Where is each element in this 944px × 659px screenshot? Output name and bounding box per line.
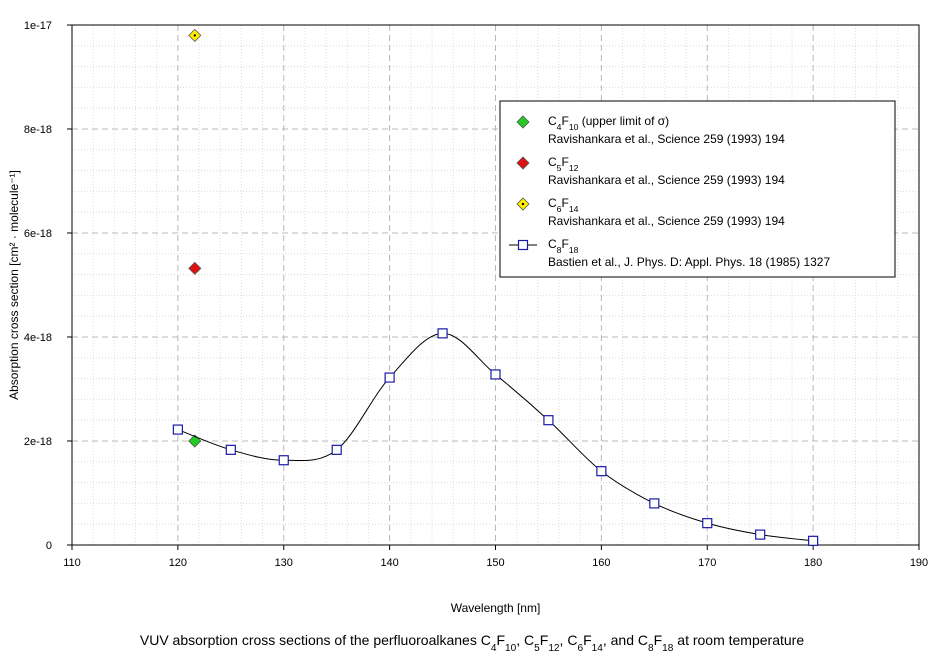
x-axis-label: Wavelength [nm] xyxy=(451,601,541,615)
data-point xyxy=(543,415,554,426)
formula-element: F xyxy=(561,237,568,251)
formula-element: F xyxy=(561,196,568,210)
legend-note: (upper limit of σ) xyxy=(578,114,669,128)
data-point xyxy=(755,529,766,540)
data-point xyxy=(278,455,289,466)
x-tick-label: 180 xyxy=(804,557,822,569)
legend-entry-name: C8F18 xyxy=(548,237,579,255)
formula-subscript: 10 xyxy=(569,122,579,132)
formula-element: F xyxy=(561,155,568,169)
x-tick-label: 120 xyxy=(169,557,187,569)
x-tick-label: 150 xyxy=(486,557,504,569)
x-tick-label: 110 xyxy=(63,557,81,569)
legend-marker xyxy=(516,115,530,129)
series-2 xyxy=(188,28,202,42)
formula-subscript: 12 xyxy=(569,163,579,173)
legend-entry-reference: Ravishankara et al., Science 259 (1993) … xyxy=(548,173,785,187)
legend-marker xyxy=(517,239,529,251)
data-point xyxy=(808,535,819,546)
marker-center-dot xyxy=(521,202,525,206)
data-point xyxy=(188,261,202,275)
data-point xyxy=(225,444,236,455)
y-tick-label: 0 xyxy=(46,540,52,552)
legend-entry-reference: Ravishankara et al., Science 259 (1993) … xyxy=(548,214,785,228)
y-tick-label: 1e-17 xyxy=(24,20,52,32)
y-axis-label: Absorption cross section [cm² · molecule… xyxy=(7,170,21,400)
x-tick-label: 190 xyxy=(910,557,928,569)
formula-element: C xyxy=(548,237,557,251)
legend-marker xyxy=(516,156,530,170)
data-point xyxy=(596,466,607,477)
legend-entry-name: C6F14 xyxy=(548,196,579,214)
legend-entry-reference: Bastien et al., J. Phys. D: Appl. Phys. … xyxy=(548,255,830,269)
formula-subscript: 4 xyxy=(557,122,562,132)
y-tick-label: 4e-18 xyxy=(24,332,52,344)
major-grid xyxy=(72,25,919,545)
y-tick-label: 6e-18 xyxy=(24,228,52,240)
y-tick-label: 8e-18 xyxy=(24,124,52,136)
formula-element: C xyxy=(548,196,557,210)
data-point xyxy=(384,372,395,383)
y-tick-label: 2e-18 xyxy=(24,436,52,448)
legend-entry-reference: Ravishankara et al., Science 259 (1993) … xyxy=(548,132,785,146)
legend-entry-name: C4F10 (upper limit of σ) xyxy=(548,114,669,132)
formula-element: C xyxy=(548,155,557,169)
data-point xyxy=(172,424,183,435)
formula-element: C xyxy=(548,114,557,128)
formula-subscript: 18 xyxy=(569,245,579,255)
data-point xyxy=(649,498,660,509)
data-point xyxy=(702,518,713,529)
legend-box xyxy=(499,100,896,278)
data-point xyxy=(437,328,448,339)
formula-element: F xyxy=(561,114,568,128)
x-tick-label: 140 xyxy=(380,557,398,569)
series-1 xyxy=(188,261,202,275)
legend: C4F10 (upper limit of σ)Ravishankara et … xyxy=(499,100,896,278)
x-tick-label: 160 xyxy=(592,557,610,569)
x-tick-label: 130 xyxy=(275,557,293,569)
data-point xyxy=(490,369,501,380)
legend-entry-name: C5F12 xyxy=(548,155,579,173)
formula-subscript: 5 xyxy=(557,163,562,173)
x-tick-label: 170 xyxy=(698,557,716,569)
formula-subscript: 14 xyxy=(569,204,579,214)
formula-subscript: 8 xyxy=(557,245,562,255)
series-3 xyxy=(172,328,819,546)
data-point xyxy=(331,444,342,455)
figure-caption: VUV absorption cross sections of the per… xyxy=(140,632,804,654)
marker-center-dot xyxy=(193,34,197,37)
formula-subscript: 6 xyxy=(557,204,562,214)
